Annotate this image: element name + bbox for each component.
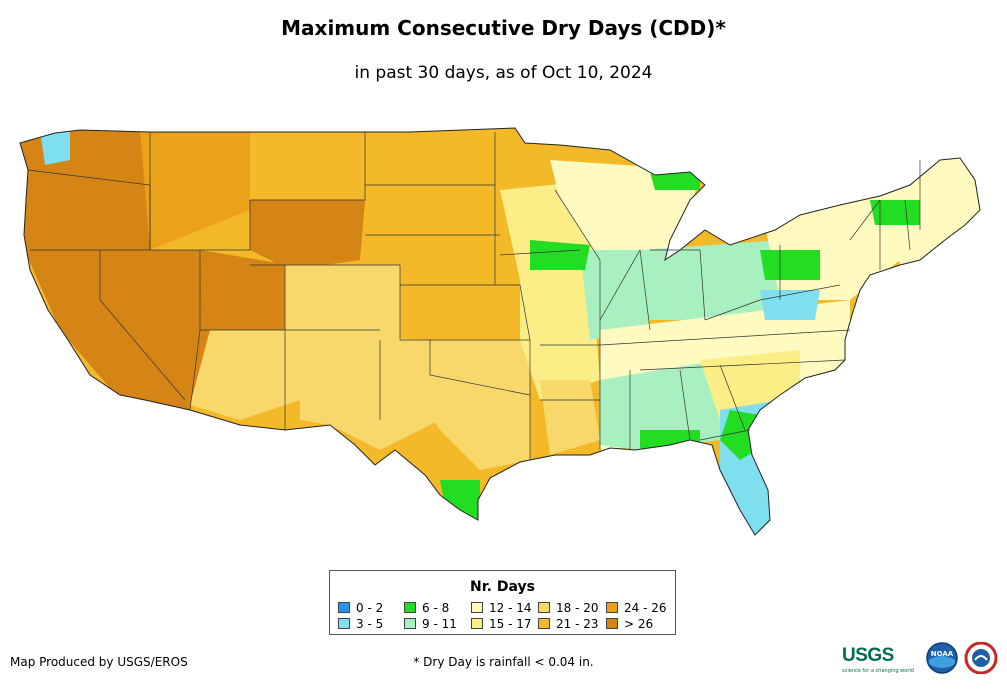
noaa-logo-text: NOAA [931, 650, 954, 658]
nws-logo-icon [964, 642, 998, 674]
legend-swatch [338, 602, 350, 613]
legend-label: 12 - 14 [489, 601, 532, 615]
cdd-raster [20, 128, 980, 535]
legend-label: > 26 [624, 617, 654, 631]
legend-label: 9 - 11 [422, 617, 457, 631]
legend-swatch [538, 602, 550, 613]
map-title: Maximum Consecutive Dry Days (CDD)* [281, 16, 726, 40]
legend-label: 18 - 20 [556, 601, 599, 615]
legend-swatch [404, 618, 416, 629]
footnote-text: * Dry Day is rainfall < 0.04 in. [413, 655, 594, 669]
usgs-logo: USGS [842, 645, 894, 666]
legend-swatch [404, 602, 416, 613]
agency-logos: USGS science for a changing world NOAA [842, 640, 1002, 678]
legend-label: 21 - 23 [556, 617, 599, 631]
credit-text: Map Produced by USGS/EROS [10, 655, 188, 669]
legend-swatch [606, 618, 618, 629]
map-subtitle: in past 30 days, as of Oct 10, 2024 [354, 63, 653, 83]
legend-label: 3 - 5 [356, 617, 384, 631]
legend-swatch [338, 618, 350, 629]
legend: Nr. Days 0 - 2 3 - 5 6 - 8 9 - 11 12 - 1… [329, 570, 676, 635]
usgs-tagline: science for a changing world [842, 668, 914, 674]
legend-swatch [471, 618, 483, 629]
legend-label: 24 - 26 [624, 601, 667, 615]
legend-swatch [606, 602, 618, 613]
legend-label: 0 - 2 [356, 601, 384, 615]
noaa-logo-icon: NOAA [926, 642, 958, 674]
state-boundaries [27, 132, 921, 460]
legend-label: 6 - 8 [422, 601, 450, 615]
legend-title: Nr. Days [470, 579, 535, 595]
legend-swatch [538, 618, 550, 629]
legend-label: 15 - 17 [489, 617, 532, 631]
legend-swatch [471, 602, 483, 613]
us-outline [19, 127, 981, 536]
